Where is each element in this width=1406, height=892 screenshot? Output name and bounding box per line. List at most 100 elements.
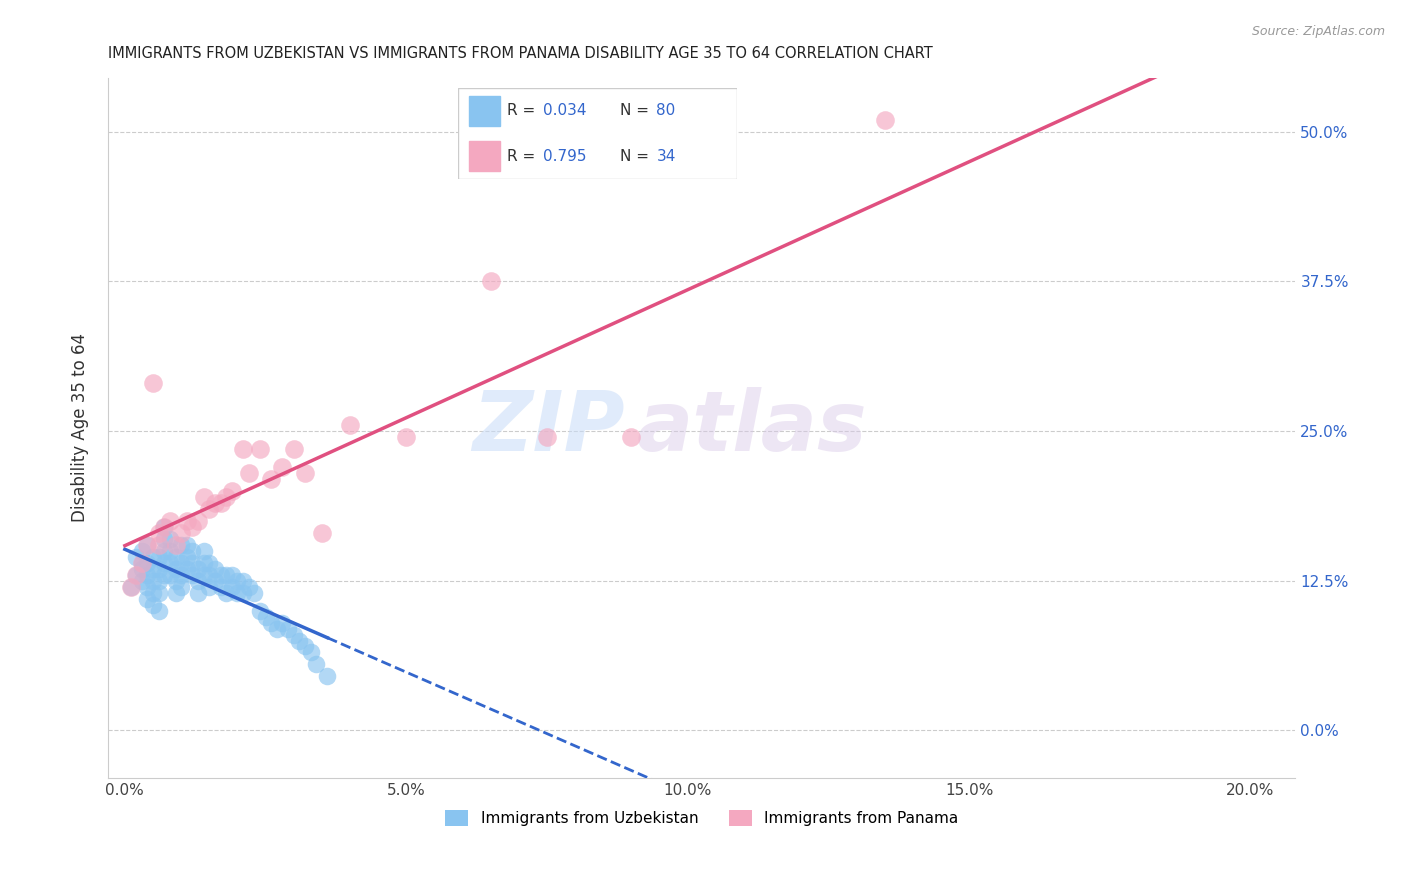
Point: [181, 543, 204, 558]
Point: [271, 615, 294, 630]
Point: [159, 543, 181, 558]
Point: [153, 520, 176, 534]
Point: [125, 567, 148, 582]
Point: [136, 556, 159, 570]
Point: [131, 556, 153, 570]
Point: [260, 615, 283, 630]
Point: [232, 442, 254, 456]
Point: [215, 567, 238, 582]
Legend: Immigrants from Uzbekistan, Immigrants from Panama: Immigrants from Uzbekistan, Immigrants f…: [437, 803, 966, 834]
Point: [170, 525, 193, 540]
Point: [339, 417, 361, 432]
Text: IMMIGRANTS FROM UZBEKISTAN VS IMMIGRANTS FROM PANAMA DISABILITY AGE 35 TO 64 COR: IMMIGRANTS FROM UZBEKISTAN VS IMMIGRANTS…: [108, 46, 932, 62]
Point: [198, 556, 221, 570]
Point: [148, 549, 170, 564]
Point: [479, 274, 502, 288]
Point: [299, 645, 322, 659]
Point: [193, 567, 215, 582]
Point: [159, 514, 181, 528]
Point: [283, 627, 305, 641]
Point: [165, 574, 187, 588]
Point: [136, 567, 159, 582]
Point: [204, 496, 226, 510]
Point: [305, 657, 328, 672]
Point: [221, 483, 243, 498]
Point: [254, 609, 277, 624]
Point: [148, 585, 170, 599]
Point: [221, 580, 243, 594]
Point: [181, 567, 204, 582]
Point: [209, 567, 232, 582]
Point: [193, 490, 215, 504]
Point: [294, 466, 316, 480]
Point: [136, 538, 159, 552]
Point: [288, 633, 311, 648]
Point: [536, 430, 558, 444]
Point: [170, 556, 193, 570]
Point: [266, 622, 288, 636]
Text: atlas: atlas: [637, 387, 868, 468]
Point: [193, 543, 215, 558]
Point: [165, 549, 187, 564]
Point: [153, 520, 176, 534]
Point: [187, 574, 209, 588]
Point: [153, 532, 176, 546]
Point: [271, 459, 294, 474]
Point: [198, 567, 221, 582]
Point: [136, 538, 159, 552]
Point: [187, 585, 209, 599]
Point: [187, 562, 209, 576]
Point: [176, 538, 198, 552]
Point: [316, 669, 339, 683]
Point: [283, 442, 305, 456]
Point: [159, 556, 181, 570]
Point: [136, 580, 159, 594]
Point: [204, 562, 226, 576]
Point: [148, 574, 170, 588]
Point: [159, 532, 181, 546]
Point: [131, 574, 153, 588]
Point: [131, 543, 153, 558]
Point: [131, 562, 153, 576]
Point: [170, 567, 193, 582]
Point: [395, 430, 418, 444]
Point: [170, 538, 193, 552]
Point: [198, 501, 221, 516]
Point: [238, 466, 260, 480]
Point: [142, 562, 165, 576]
Point: [226, 574, 249, 588]
Point: [294, 640, 316, 654]
Point: [120, 580, 142, 594]
Point: [142, 585, 165, 599]
Point: [148, 603, 170, 617]
Point: [165, 538, 187, 552]
Point: [142, 598, 165, 612]
Point: [153, 556, 176, 570]
Text: Source: ZipAtlas.com: Source: ZipAtlas.com: [1251, 25, 1385, 38]
Point: [873, 112, 896, 127]
Point: [170, 580, 193, 594]
Point: [148, 562, 170, 576]
Point: [198, 580, 221, 594]
Point: [238, 580, 260, 594]
Point: [136, 591, 159, 606]
Point: [232, 574, 254, 588]
Point: [232, 585, 254, 599]
Point: [209, 580, 232, 594]
Point: [131, 556, 153, 570]
Point: [215, 490, 238, 504]
Point: [153, 567, 176, 582]
Point: [215, 585, 238, 599]
Point: [311, 525, 333, 540]
Point: [176, 549, 198, 564]
Point: [142, 574, 165, 588]
Point: [165, 585, 187, 599]
Point: [142, 549, 165, 564]
Point: [148, 538, 170, 552]
Point: [260, 472, 283, 486]
Point: [176, 562, 198, 576]
Point: [209, 496, 232, 510]
Point: [204, 574, 226, 588]
Point: [187, 514, 209, 528]
Point: [159, 567, 181, 582]
